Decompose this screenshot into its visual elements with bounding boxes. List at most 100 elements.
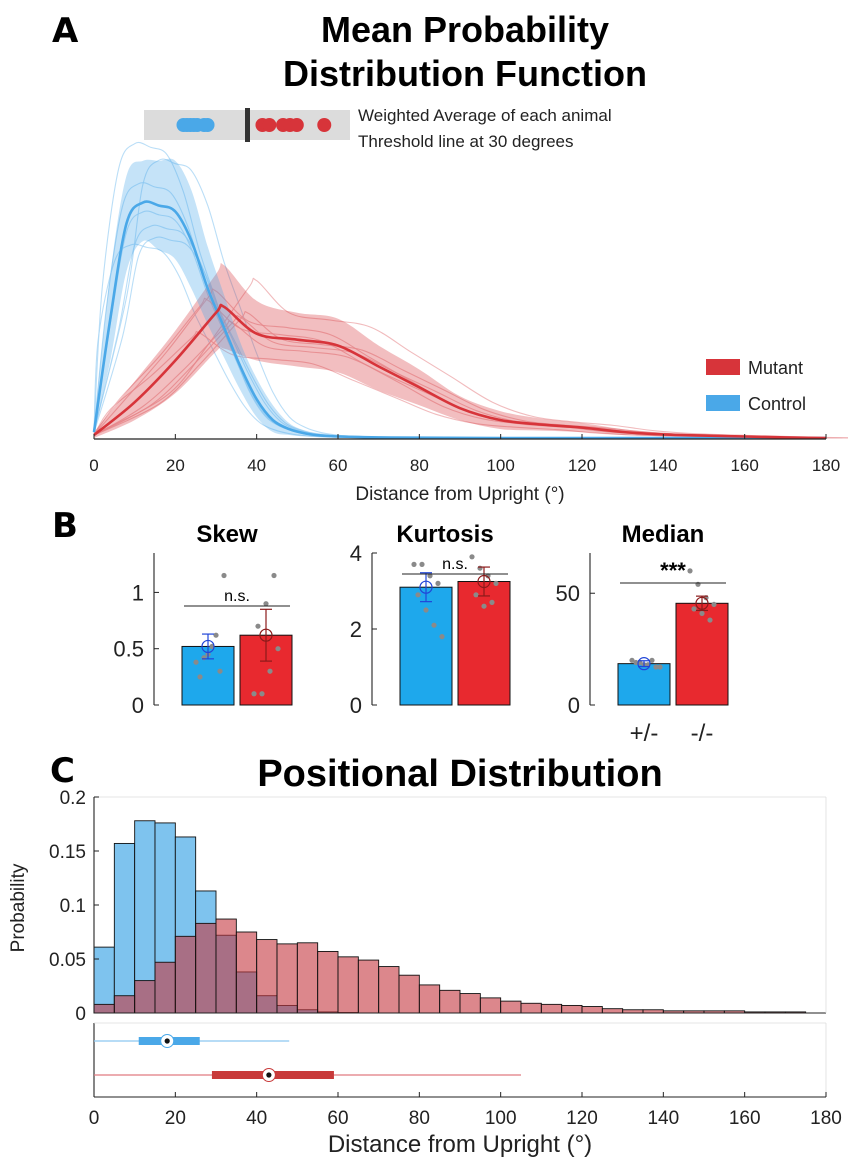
mutant-histogram-bar (216, 919, 236, 1013)
individual-data-point (477, 566, 482, 571)
bar-chart-title: Kurtosis (396, 521, 493, 548)
mutant-histogram-bar (521, 1003, 541, 1013)
mutant-histogram-bar (379, 967, 399, 1013)
bar-chart-skew: Skew 0 0.5 1 n.s. (113, 521, 292, 718)
individual-data-point (213, 633, 218, 638)
pdf-x-ticks: 0 20 40 60 80 100 120 140 160 180 (89, 434, 840, 475)
individual-data-point (431, 623, 436, 628)
inset-note-threshold: Threshold line at 30 degrees (358, 132, 573, 151)
individual-data-point (267, 669, 272, 674)
panel-a-letter: A (52, 11, 79, 51)
hist-y-tick-label: 0.1 (60, 896, 86, 917)
control-average-dot (201, 118, 215, 132)
bar-chart-title: Skew (196, 521, 258, 548)
individual-data-point (255, 624, 260, 629)
hist-x-tick-label: 100 (485, 1108, 517, 1129)
bar-y-tick-label: 2 (350, 617, 362, 642)
mutant-average-dot (262, 118, 276, 132)
mutant-average-dot (290, 118, 304, 132)
hist-x-tick-label: 160 (729, 1108, 761, 1129)
individual-data-point (221, 573, 226, 578)
bar-y-tick-label: 0 (568, 693, 580, 718)
individual-data-point (699, 611, 704, 616)
individual-data-point (251, 691, 256, 696)
pdf-x-tick-label: 160 (730, 456, 758, 475)
summary-bar-charts: Skew00.51n.s.Kurtosis024n.s.Median050***… (113, 521, 728, 747)
histogram-plot-area: 00.050.10.150.2020406080100120140160180 (49, 788, 842, 1129)
mutant-histogram-bar (541, 1004, 561, 1013)
individual-data-point (423, 607, 428, 612)
individual-data-point (657, 664, 662, 669)
mutant-histogram-bar (94, 1004, 114, 1013)
bar-y-tick-label: 50 (556, 581, 580, 606)
hist-x-tick-label: 140 (647, 1108, 679, 1129)
individual-data-point (691, 606, 696, 611)
bar-mutant (458, 582, 510, 706)
mutant-histogram-bar (460, 994, 480, 1013)
mutant-histogram-bar (277, 944, 297, 1013)
significance-label: *** (660, 558, 686, 583)
bar-het (400, 587, 452, 705)
legend-mutant-swatch (706, 359, 740, 375)
individual-data-point (217, 669, 222, 674)
mutant-histogram-bar (602, 1009, 622, 1013)
individual-data-point (489, 600, 494, 605)
panel-c-letter: C (50, 751, 75, 791)
pdf-x-tick-label: 0 (89, 456, 98, 475)
pdf-x-tick-label: 20 (166, 456, 185, 475)
individual-data-point (481, 604, 486, 609)
bar-y-tick-label: 0 (132, 693, 144, 718)
category-label: -/- (691, 720, 714, 747)
individual-data-point (275, 646, 280, 651)
individual-data-point (259, 691, 264, 696)
bar-y-tick-label: 1 (132, 580, 144, 605)
hist-y-tick-label: 0 (75, 1004, 86, 1025)
mutant-histogram-bar (175, 936, 195, 1013)
mutant-histogram-bar (562, 1005, 582, 1013)
pdf-x-tick-label: 40 (247, 456, 266, 475)
pdf-x-tick-label: 180 (812, 456, 840, 475)
control-histogram-bar (114, 843, 134, 1013)
mutant-histogram-bar (297, 943, 317, 1013)
individual-data-point (439, 634, 444, 639)
inset-note-weighted-average: Weighted Average of each animal (358, 106, 612, 125)
panel-a-title-line2: Distribution Function (283, 53, 647, 94)
pdf-x-tick-label: 100 (486, 456, 514, 475)
hist-y-tick-label: 0.05 (49, 950, 86, 971)
panel-b-letter: B (52, 506, 78, 546)
mutant-histogram-bar (419, 985, 439, 1013)
individual-data-point (419, 562, 424, 567)
bar-chart-median: Median050***+/--/- (556, 521, 728, 747)
bar-y-tick-label: 0.5 (113, 637, 144, 662)
bar-y-tick-label: 4 (350, 541, 362, 566)
pdf-x-tick-label: 60 (329, 456, 348, 475)
mutant-histogram-bar (440, 990, 460, 1013)
mutant-histogram-bar (358, 960, 378, 1013)
hist-x-tick-label: 0 (89, 1108, 100, 1129)
bar-y-tick-label: 0 (350, 693, 362, 718)
boxplot-median-dot (165, 1038, 170, 1043)
legend-control-label: Control (748, 394, 806, 414)
pdf-x-tick-label: 80 (410, 456, 429, 475)
hist-x-tick-label: 60 (327, 1108, 348, 1129)
pdf-x-tick-label: 120 (568, 456, 596, 475)
hist-x-tick-label: 120 (566, 1108, 598, 1129)
individual-data-point (707, 617, 712, 622)
threshold-line (245, 108, 250, 142)
individual-data-point (469, 554, 474, 559)
mutant-histogram-bar (399, 975, 419, 1013)
individual-data-point (435, 581, 440, 586)
pdf-x-tick-label: 140 (649, 456, 677, 475)
significance-label: n.s. (224, 588, 250, 605)
hist-x-tick-label: 180 (810, 1108, 842, 1129)
mutant-average-dot (317, 118, 331, 132)
panel-a-title-line1: Mean Probability (321, 9, 609, 50)
mutant-histogram-bar (318, 951, 338, 1013)
individual-data-point (493, 581, 498, 586)
hist-y-label: Probability (8, 863, 29, 952)
mutant-histogram-bar (236, 932, 256, 1013)
mutant-histogram-bar (155, 962, 175, 1013)
mutant-histogram-bar (501, 1001, 521, 1013)
hist-x-tick-label: 80 (409, 1108, 430, 1129)
